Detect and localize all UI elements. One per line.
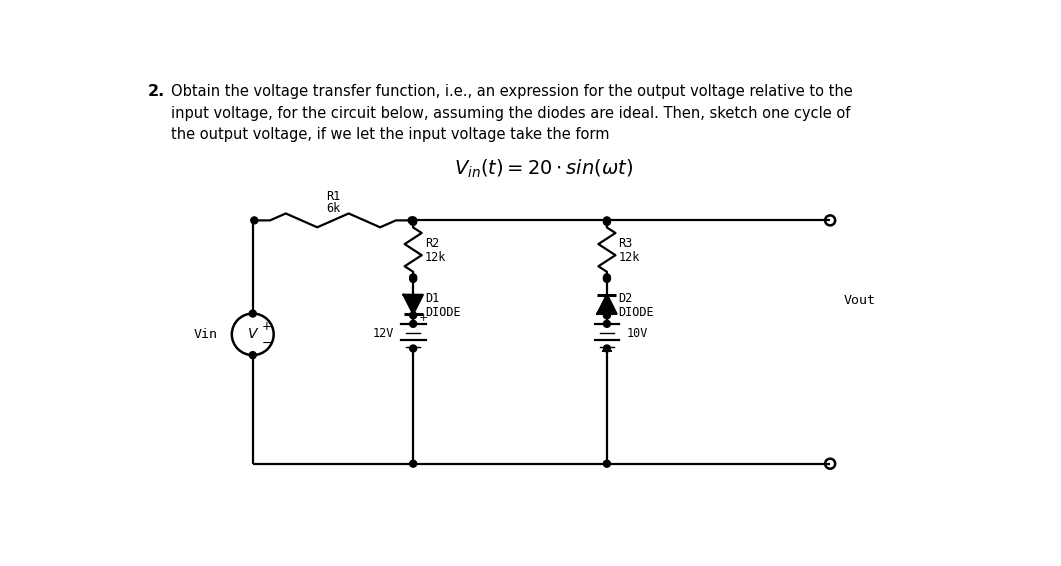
Circle shape	[410, 320, 417, 327]
Circle shape	[604, 276, 610, 282]
Circle shape	[410, 345, 417, 352]
Text: 12k: 12k	[424, 251, 447, 264]
Text: R3: R3	[619, 237, 632, 250]
Text: D1: D1	[424, 291, 439, 305]
Circle shape	[249, 351, 257, 359]
Circle shape	[410, 218, 417, 225]
Text: the output voltage, if we let the input voltage take the form: the output voltage, if we let the input …	[172, 127, 610, 142]
Text: Vout: Vout	[845, 294, 876, 307]
Polygon shape	[403, 295, 422, 314]
Circle shape	[410, 312, 417, 319]
Circle shape	[604, 320, 610, 327]
Text: Obtain the voltage transfer function, i.e., an expression for the output voltage: Obtain the voltage transfer function, i.…	[172, 84, 853, 99]
Text: +: +	[262, 320, 272, 333]
Text: D2: D2	[619, 291, 632, 305]
Text: input voltage, for the circuit below, assuming the diodes are ideal. Then, sketc: input voltage, for the circuit below, as…	[172, 106, 851, 121]
Circle shape	[604, 217, 610, 224]
Text: 10V: 10V	[626, 327, 647, 340]
Text: 6k: 6k	[326, 202, 341, 215]
Polygon shape	[597, 295, 616, 314]
Text: DIODE: DIODE	[424, 306, 460, 319]
Text: 2.: 2.	[149, 84, 166, 99]
Circle shape	[410, 217, 417, 224]
Text: DIODE: DIODE	[619, 306, 655, 319]
Circle shape	[410, 460, 417, 467]
Circle shape	[604, 345, 610, 352]
Circle shape	[604, 460, 610, 467]
Text: −: −	[262, 337, 273, 350]
Text: $V_{in}(t) = 20 \cdot sin(\omega t)$: $V_{in}(t) = 20 \cdot sin(\omega t)$	[454, 157, 633, 179]
Circle shape	[249, 310, 257, 317]
Text: +: +	[419, 313, 428, 323]
Text: 12V: 12V	[372, 327, 394, 340]
Text: V: V	[248, 327, 258, 341]
Circle shape	[408, 217, 415, 224]
Circle shape	[410, 274, 417, 281]
Text: R1: R1	[326, 190, 341, 203]
Circle shape	[410, 276, 417, 282]
Circle shape	[250, 217, 258, 224]
Circle shape	[604, 218, 610, 225]
Text: 12k: 12k	[619, 251, 640, 264]
Text: Vin: Vin	[194, 328, 218, 341]
Circle shape	[604, 274, 610, 281]
Text: R2: R2	[424, 237, 439, 250]
Circle shape	[604, 312, 610, 319]
